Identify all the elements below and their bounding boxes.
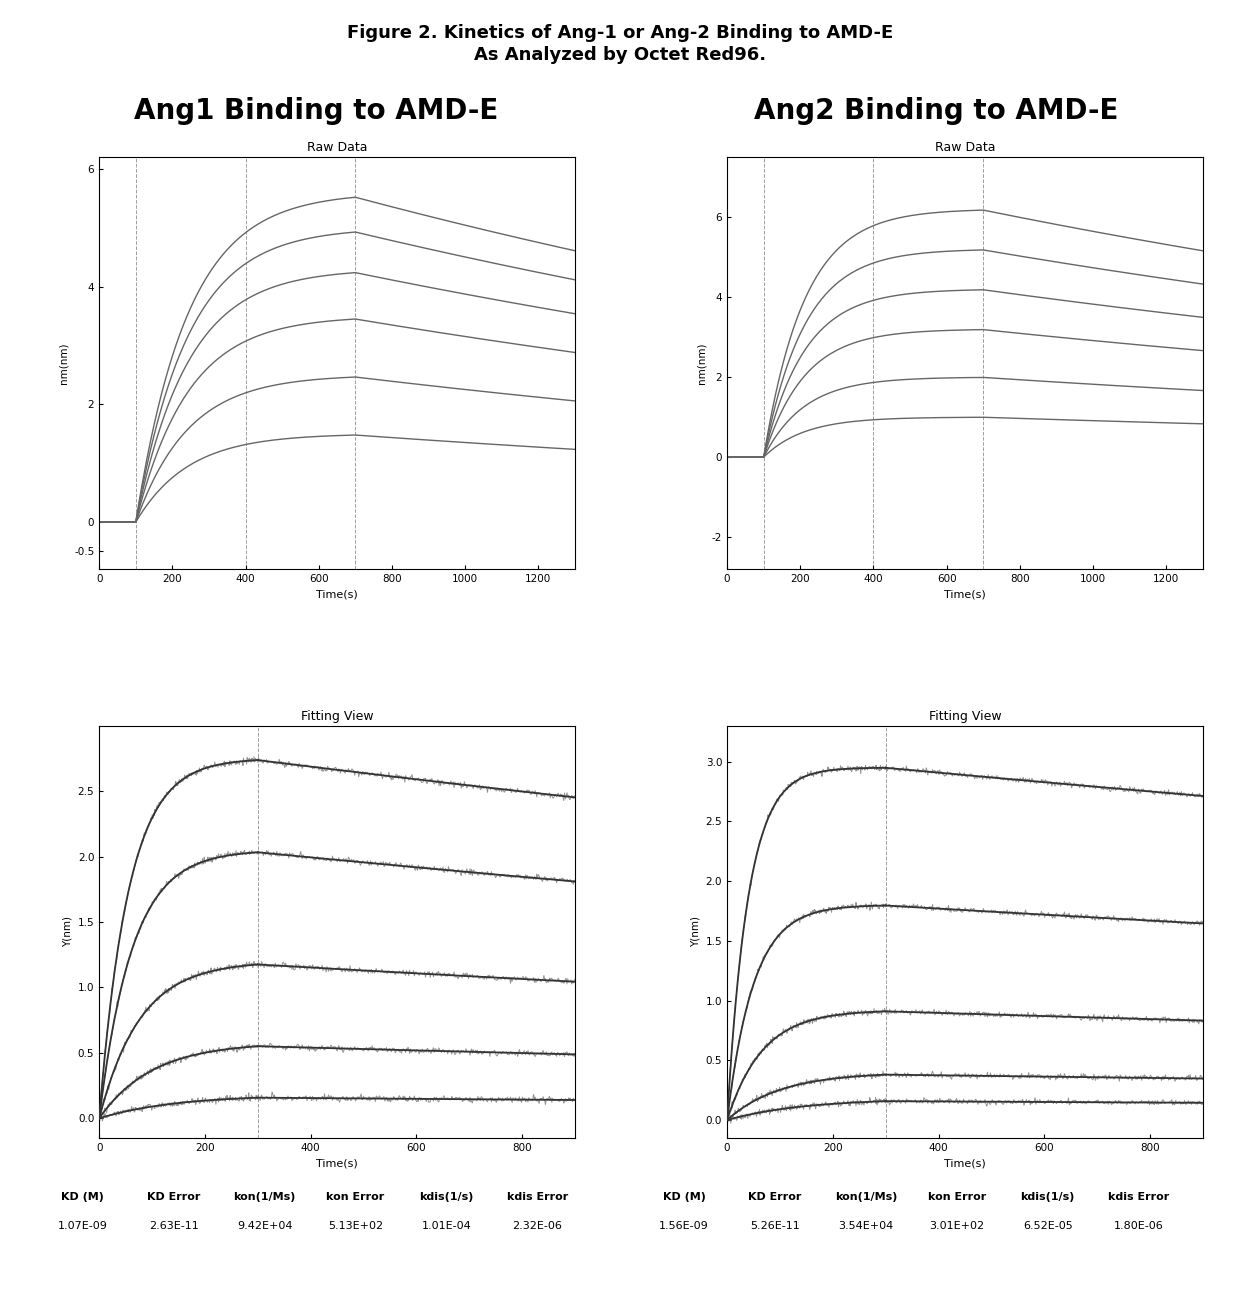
- Text: As Analyzed by Octet Red96.: As Analyzed by Octet Red96.: [474, 46, 766, 64]
- Text: 6.52E-05: 6.52E-05: [1023, 1220, 1073, 1231]
- Text: 1.56E-09: 1.56E-09: [660, 1220, 709, 1231]
- Title: Raw Data: Raw Data: [306, 141, 367, 154]
- Text: kdis(1/s): kdis(1/s): [1021, 1192, 1075, 1202]
- Text: 2.32E-06: 2.32E-06: [512, 1220, 562, 1231]
- Text: KD (M): KD (M): [662, 1192, 706, 1202]
- Text: 2.63E-11: 2.63E-11: [149, 1220, 198, 1231]
- Text: kdis(1/s): kdis(1/s): [419, 1192, 474, 1202]
- X-axis label: Time(s): Time(s): [944, 1159, 986, 1168]
- Text: 1.01E-04: 1.01E-04: [422, 1220, 471, 1231]
- Text: 5.13E+02: 5.13E+02: [327, 1220, 383, 1231]
- Text: kon Error: kon Error: [326, 1192, 384, 1202]
- Text: Ang1 Binding to AMD-E: Ang1 Binding to AMD-E: [134, 97, 498, 126]
- X-axis label: Time(s): Time(s): [316, 590, 358, 599]
- Text: Figure 2. Kinetics of Ang-1 or Ang-2 Binding to AMD-E: Figure 2. Kinetics of Ang-1 or Ang-2 Bin…: [347, 24, 893, 42]
- X-axis label: Time(s): Time(s): [944, 590, 986, 599]
- Text: KD Error: KD Error: [748, 1192, 802, 1202]
- Y-axis label: Y(nm): Y(nm): [62, 917, 72, 947]
- Title: Fitting View: Fitting View: [929, 710, 1001, 723]
- Y-axis label: nm(nm): nm(nm): [58, 343, 68, 383]
- Text: kon Error: kon Error: [928, 1192, 986, 1202]
- Text: kon(1/Ms): kon(1/Ms): [835, 1192, 897, 1202]
- Text: kdis Error: kdis Error: [1109, 1192, 1169, 1202]
- Text: 9.42E+04: 9.42E+04: [237, 1220, 293, 1231]
- Y-axis label: Y(nm): Y(nm): [691, 917, 701, 947]
- Text: 3.54E+04: 3.54E+04: [838, 1220, 894, 1231]
- Text: Ang2 Binding to AMD-E: Ang2 Binding to AMD-E: [754, 97, 1118, 126]
- Text: kon(1/Ms): kon(1/Ms): [233, 1192, 295, 1202]
- X-axis label: Time(s): Time(s): [316, 1159, 358, 1168]
- Title: Fitting View: Fitting View: [301, 710, 373, 723]
- Text: 5.26E-11: 5.26E-11: [750, 1220, 800, 1231]
- Text: KD Error: KD Error: [146, 1192, 201, 1202]
- Text: 1.07E-09: 1.07E-09: [58, 1220, 108, 1231]
- Text: 1.80E-06: 1.80E-06: [1114, 1220, 1163, 1231]
- Text: KD (M): KD (M): [61, 1192, 104, 1202]
- Title: Raw Data: Raw Data: [935, 141, 996, 154]
- Text: 3.01E+02: 3.01E+02: [929, 1220, 985, 1231]
- Y-axis label: nm(nm): nm(nm): [697, 343, 707, 383]
- Text: kdis Error: kdis Error: [507, 1192, 568, 1202]
